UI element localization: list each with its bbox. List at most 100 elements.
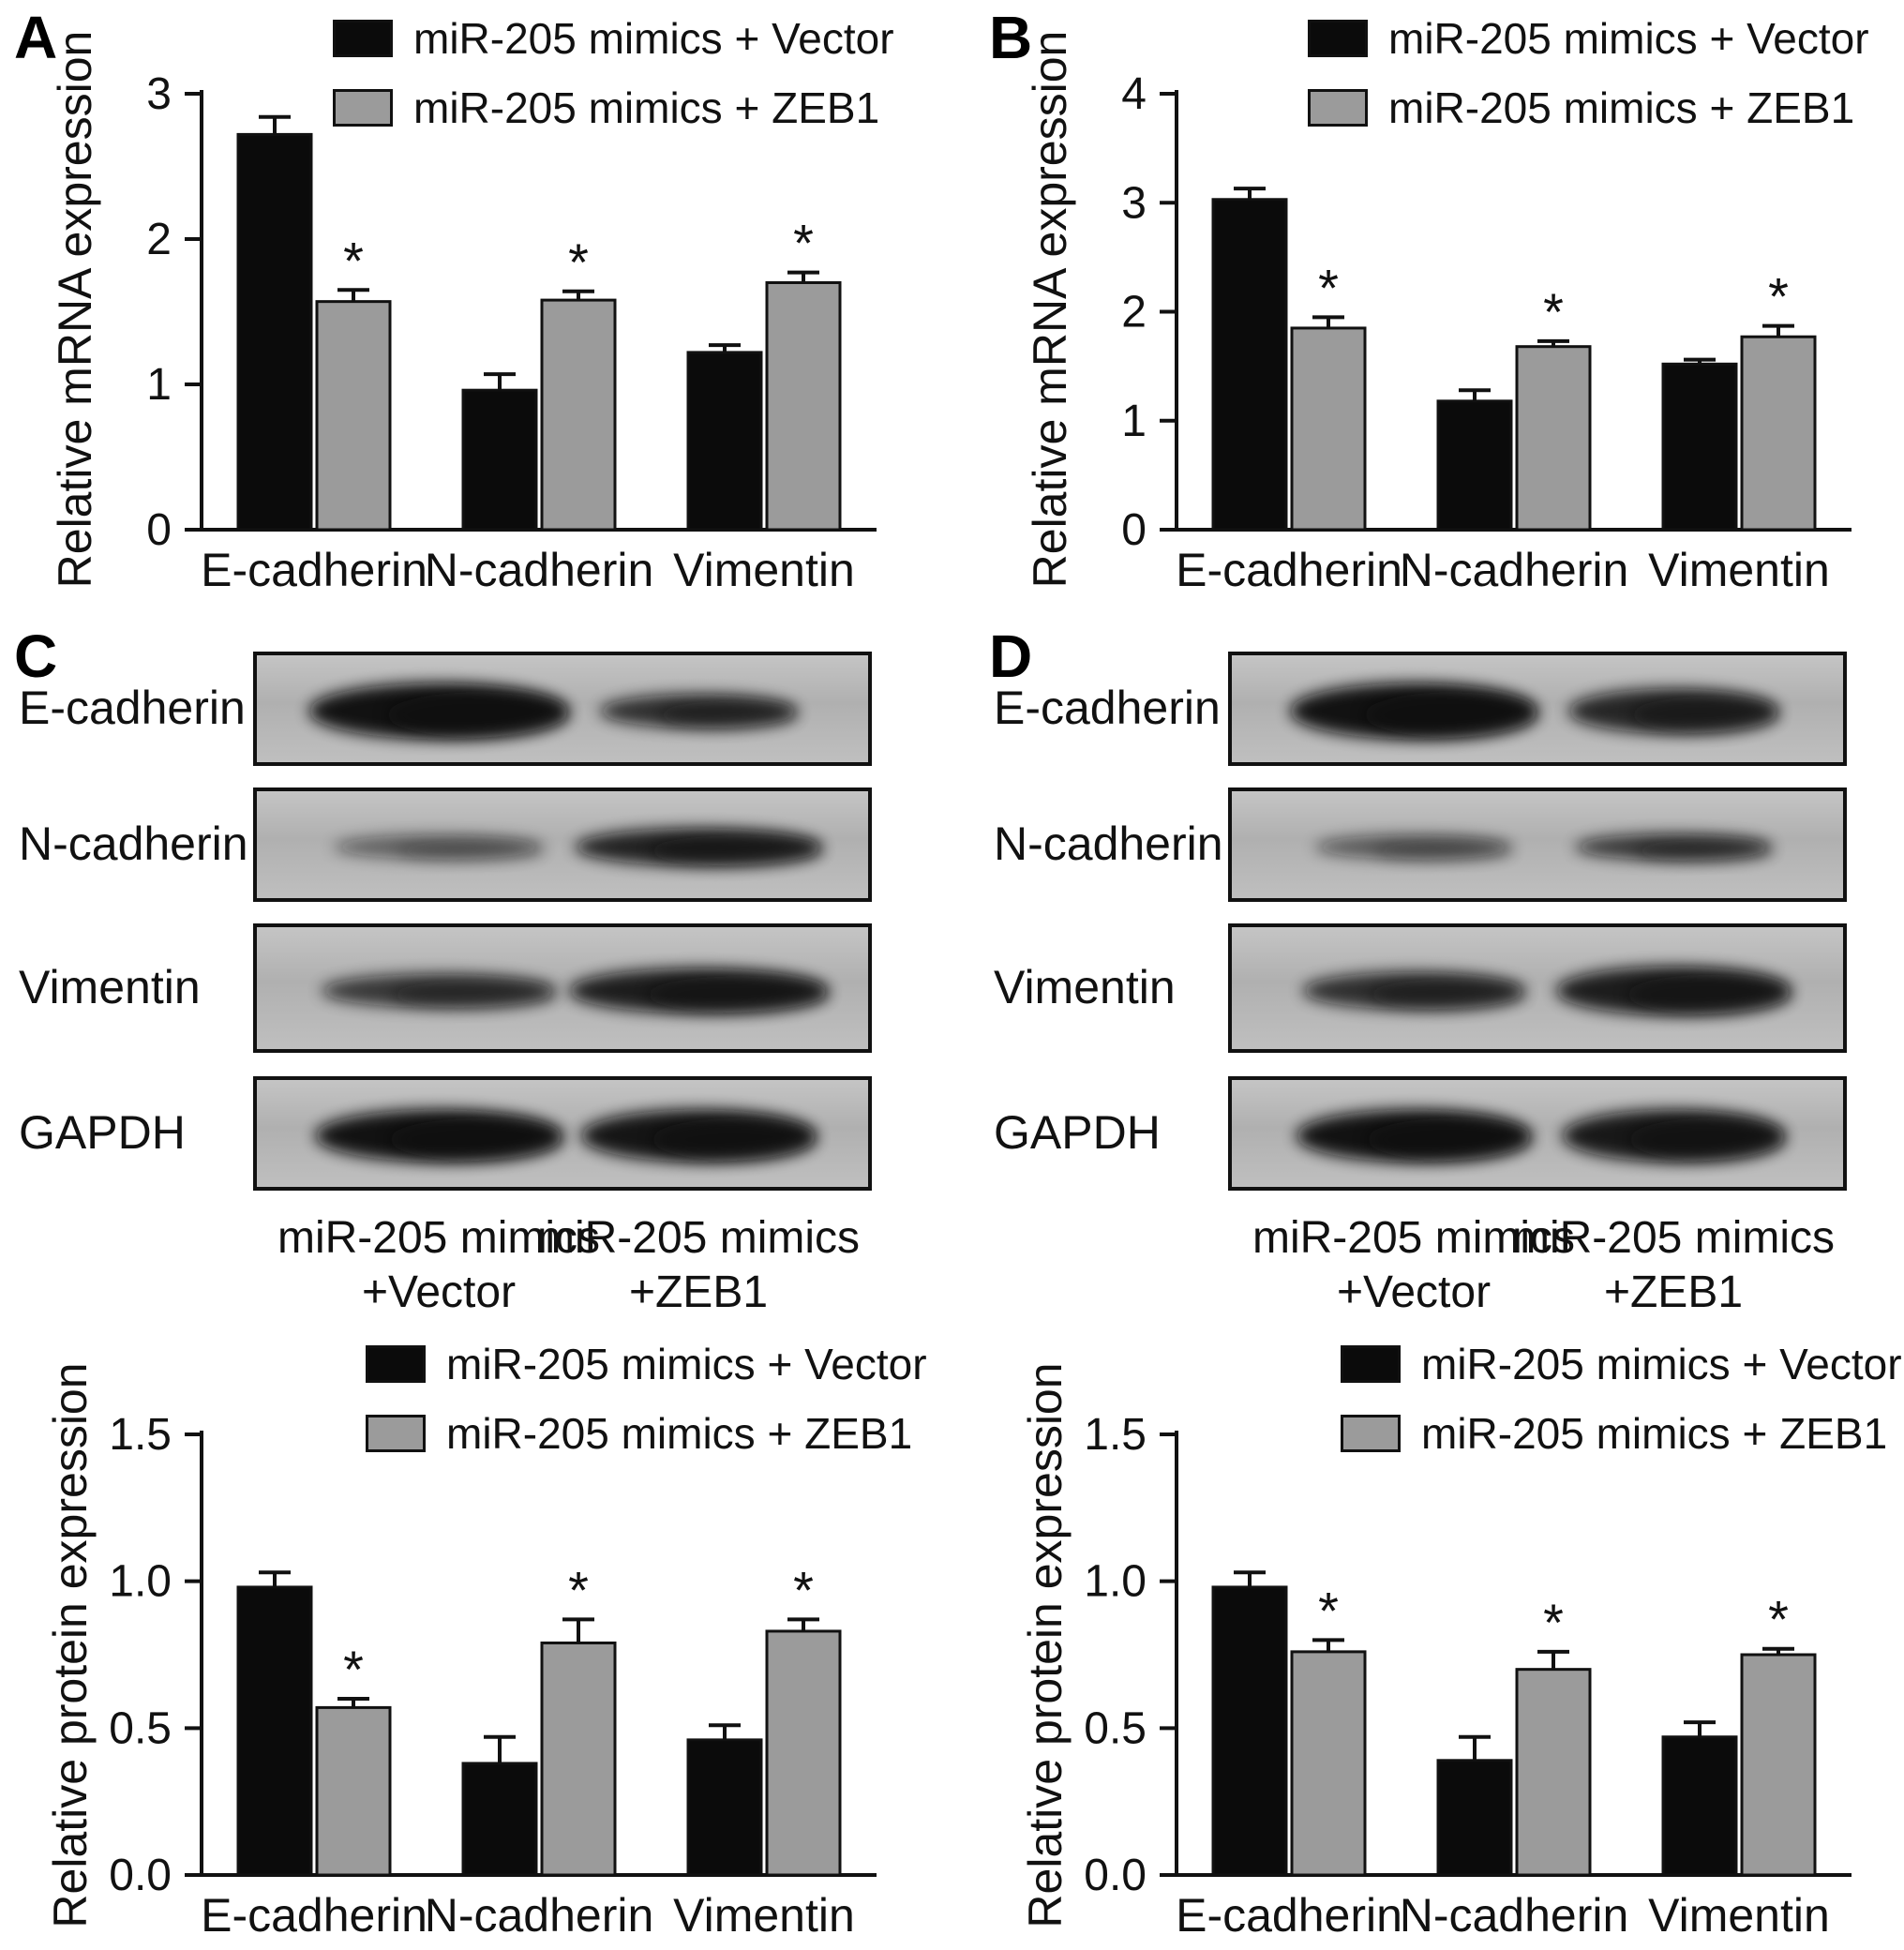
blot-label-e-cadherin: E-cadherin <box>19 682 246 734</box>
legend-label-zeb1: miR-205 mimics + ZEB1 <box>446 1409 913 1458</box>
panel-label-b: B <box>989 4 1033 71</box>
bar <box>1515 1668 1592 1877</box>
bar <box>461 388 538 532</box>
blot-band-smear <box>646 976 829 1012</box>
bar <box>236 1585 313 1877</box>
legend-label-zeb1: miR-205 mimics + ZEB1 <box>1421 1409 1888 1458</box>
blot-label-e-cadherin: E-cadherin <box>994 682 1221 734</box>
blot-border <box>1228 788 1847 902</box>
blot-border <box>1228 1076 1847 1191</box>
legend-label-vector: miR-205 mimics + Vector <box>446 1340 927 1388</box>
blot-band-smear <box>652 1118 817 1161</box>
bar <box>1515 345 1592 532</box>
blot-band-smear <box>1364 692 1537 738</box>
y-tick-label: 1 <box>1121 397 1147 446</box>
lane-label-line2: +Vector <box>1336 1268 1492 1317</box>
y-tick-label: 4 <box>1121 69 1147 119</box>
bar <box>686 351 763 532</box>
blot-strip-vimentin <box>253 923 872 1053</box>
category-label: Vimentin <box>673 544 855 596</box>
legend-row: miR-205 mimics + Vector <box>333 13 894 64</box>
category-label: E-cadherin <box>201 1889 427 1942</box>
blot-label-n-cadherin: N-cadherin <box>994 818 1223 870</box>
category-label: E-cadherin <box>1176 544 1402 596</box>
blot-label-vimentin: Vimentin <box>19 961 201 1013</box>
lane-label-zeb1: miR-205 mimics +ZEB1 <box>511 1211 886 1320</box>
lane-label-line2: +Vector <box>361 1268 517 1317</box>
blot-band-smear <box>397 841 545 861</box>
blot-band-smear <box>1628 1118 1785 1161</box>
legend-row: miR-205 mimics + ZEB1 <box>333 82 894 133</box>
y-tick-label: 1.5 <box>109 1410 172 1460</box>
legend-panel-c-chart: miR-205 mimics + Vector miR-205 mimics +… <box>366 1339 927 1478</box>
blot-strip-gapdh <box>253 1076 872 1191</box>
legend-panel-a: miR-205 mimics + Vector miR-205 mimics +… <box>333 13 894 152</box>
significance-marker: * <box>1543 282 1564 341</box>
blot-strip-vimentin <box>1228 923 1847 1053</box>
blot-border <box>1228 652 1847 766</box>
blot-border <box>253 923 872 1053</box>
panel-label-d: D <box>989 622 1033 690</box>
blot-strip-e-cadherin <box>1228 652 1847 766</box>
y-tick-label: 1.0 <box>109 1557 172 1607</box>
legend-label-vector: miR-205 mimics + Vector <box>413 14 894 63</box>
y-tick-label: 0.5 <box>1084 1703 1147 1753</box>
blot-label-gapdh: GAPDH <box>994 1106 1161 1159</box>
y-tick-label: 1 <box>146 360 172 410</box>
lane-label-line1: miR-205 mimics <box>277 1213 600 1263</box>
significance-marker: * <box>1768 1590 1789 1649</box>
category-label: E-cadherin <box>1176 1889 1402 1942</box>
y-tick-label: 0 <box>146 505 172 555</box>
blot-band-smear <box>1369 979 1525 1010</box>
blot-band-smear <box>1627 974 1792 1014</box>
legend-label-zeb1: miR-205 mimics + ZEB1 <box>1388 83 1855 132</box>
legend-panel-b: miR-205 mimics + Vector miR-205 mimics +… <box>1308 13 1869 152</box>
category-label: E-cadherin <box>201 544 427 596</box>
bar <box>1740 1653 1817 1877</box>
bar <box>765 1629 842 1877</box>
legend-label-zeb1: miR-205 mimics + ZEB1 <box>413 83 880 132</box>
blot-band-smear <box>649 835 823 866</box>
legend-swatch-zeb1 <box>333 89 393 127</box>
blot-border <box>1228 923 1847 1053</box>
y-tick-label: 2 <box>1121 288 1147 338</box>
blot-strip-e-cadherin <box>253 652 872 766</box>
blot-label-n-cadherin: N-cadherin <box>19 818 248 870</box>
lane-label-line2: +ZEB1 <box>628 1268 769 1317</box>
blot-band-smear <box>386 692 569 738</box>
bar <box>1290 326 1367 532</box>
blot-band-smear <box>1366 1118 1532 1161</box>
blot-strip-n-cadherin <box>253 788 872 902</box>
category-label: Vimentin <box>673 1889 855 1942</box>
legend-label-vector: miR-205 mimics + Vector <box>1388 14 1869 63</box>
category-label: N-cadherin <box>1400 544 1629 596</box>
legend-swatch-vector <box>1341 1345 1401 1383</box>
legend-swatch-zeb1 <box>1308 89 1368 127</box>
bar <box>1211 198 1288 532</box>
legend-row: miR-205 mimics + ZEB1 <box>366 1408 927 1459</box>
bar <box>1740 335 1817 532</box>
legend-row: miR-205 mimics + ZEB1 <box>1308 82 1869 133</box>
blot-band-smear <box>1633 840 1773 862</box>
lane-label-vector: miR-205 mimics +Vector <box>251 1211 626 1320</box>
lane-label-line1: miR-205 mimics <box>536 1213 860 1263</box>
blot-label-gapdh: GAPDH <box>19 1106 186 1159</box>
blot-strip-gapdh <box>1228 1076 1847 1191</box>
bar <box>461 1762 538 1877</box>
y-tick-label: 0.0 <box>109 1851 172 1900</box>
significance-marker: * <box>1543 1593 1564 1652</box>
blot-border <box>253 652 872 766</box>
blot-band-smear <box>1631 697 1779 733</box>
category-label: N-cadherin <box>425 544 654 596</box>
bar <box>1290 1650 1367 1877</box>
significance-marker: * <box>343 231 364 290</box>
blot-band-smear <box>391 981 557 1009</box>
significance-marker: * <box>568 232 589 292</box>
legend-row: miR-205 mimics + Vector <box>1341 1339 1902 1389</box>
blot-label-vimentin: Vimentin <box>994 961 1176 1013</box>
significance-marker: * <box>1318 1581 1339 1640</box>
legend-panel-d-chart: miR-205 mimics + Vector miR-205 mimics +… <box>1341 1339 1902 1478</box>
